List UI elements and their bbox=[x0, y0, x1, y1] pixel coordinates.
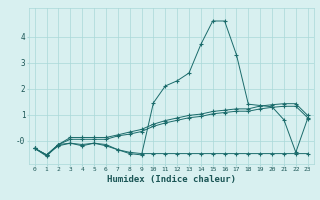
X-axis label: Humidex (Indice chaleur): Humidex (Indice chaleur) bbox=[107, 175, 236, 184]
